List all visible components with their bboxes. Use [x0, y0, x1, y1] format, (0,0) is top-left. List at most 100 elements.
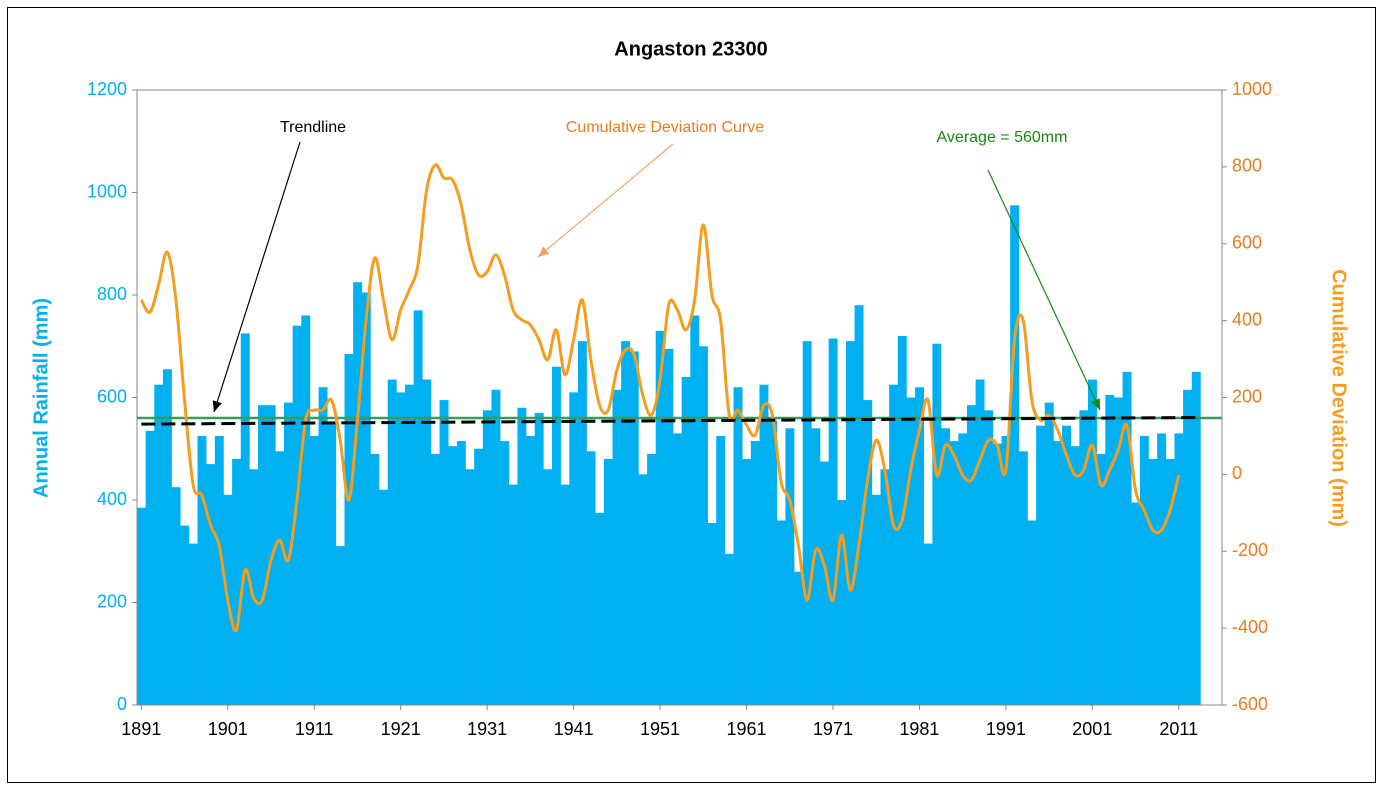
bar [811, 428, 821, 705]
bar [275, 451, 285, 705]
x-tick-label: 2011 [1159, 719, 1198, 739]
bar [871, 494, 881, 705]
bar [603, 459, 613, 705]
y2-tick-label: 400 [1232, 309, 1262, 329]
chart-border [7, 7, 1376, 783]
bar [595, 512, 605, 705]
bar [448, 446, 458, 705]
bar [258, 405, 267, 705]
bar [863, 400, 873, 705]
bar [1001, 435, 1011, 705]
bar [906, 397, 916, 705]
bar [1027, 520, 1037, 705]
bar [180, 525, 190, 705]
bar [673, 433, 682, 705]
bar [1148, 459, 1158, 705]
bar [880, 469, 890, 705]
x-tick-label: 1951 [640, 719, 680, 739]
bar [828, 338, 838, 705]
bar [1062, 425, 1072, 705]
bar [733, 387, 743, 705]
bar [1010, 205, 1020, 705]
bar [508, 484, 518, 705]
y2-tick-label: -400 [1232, 617, 1268, 637]
bar [249, 469, 259, 705]
bar [526, 435, 535, 705]
bar [612, 389, 622, 705]
average-label: Average = 560mm [937, 129, 1068, 146]
bar [1122, 371, 1132, 705]
bar [474, 448, 484, 705]
bar [430, 453, 440, 705]
y2-axis-label: Cumulative Deviation (mm) [1328, 269, 1350, 527]
bar [915, 387, 925, 705]
bar [794, 571, 803, 705]
bar [802, 341, 812, 705]
y2-tick-label: 200 [1232, 386, 1262, 406]
bar [768, 420, 778, 705]
bar [716, 435, 726, 705]
x-tick-label: 1981 [899, 719, 939, 739]
bar [353, 282, 363, 705]
x-tick-label: 1941 [554, 719, 594, 739]
bar [655, 330, 665, 705]
x-tick-label: 1931 [467, 719, 507, 739]
y2-tick-label: -200 [1232, 540, 1268, 560]
x-tick-label: 1911 [295, 719, 334, 739]
y-tick-label: 1200 [87, 79, 127, 99]
bar [966, 405, 976, 705]
x-tick-label: 1971 [813, 719, 853, 739]
bar [845, 341, 855, 705]
bar [1191, 371, 1201, 705]
bar [889, 384, 899, 705]
bar [854, 305, 864, 705]
bar [647, 453, 657, 705]
bar [681, 377, 691, 705]
bar [318, 387, 328, 705]
x-tick-label: 1961 [726, 719, 766, 739]
bar [577, 341, 587, 705]
bar [698, 346, 708, 705]
bar [1165, 459, 1175, 705]
bar [837, 500, 847, 705]
bar [197, 435, 207, 705]
annotation: Trendline [280, 119, 346, 136]
bar [1105, 394, 1115, 705]
bar [560, 484, 570, 705]
bar [1183, 389, 1193, 705]
x-tick-label: 1901 [208, 719, 248, 739]
bar [413, 310, 423, 705]
bar [629, 351, 639, 705]
bar [543, 469, 553, 705]
annotation: Cumulative Deviation Curve [566, 119, 764, 136]
bar [456, 441, 466, 705]
bar [439, 400, 449, 705]
annotation-arrow [537, 143, 674, 258]
bar [361, 292, 371, 705]
bar [638, 474, 648, 705]
bar [1079, 410, 1089, 705]
bar [379, 489, 389, 705]
bar [707, 523, 717, 705]
bar [1139, 435, 1149, 705]
y-tick-label: 0 [117, 694, 127, 714]
bar [309, 435, 319, 705]
bar [975, 379, 985, 705]
bar [405, 384, 414, 705]
bar [1018, 451, 1028, 705]
bar [992, 443, 1002, 705]
trendline [141, 415, 1197, 426]
x-tick-label: 2001 [1072, 719, 1112, 739]
bar [422, 379, 432, 705]
bar [690, 315, 700, 705]
y-tick-label: 800 [97, 284, 127, 304]
bar [586, 451, 596, 705]
bar [214, 435, 224, 705]
bar [724, 553, 734, 705]
bar [1036, 425, 1046, 705]
bar [941, 428, 950, 705]
bar [750, 441, 760, 705]
bar [534, 412, 544, 705]
y-axis-label: Annual Rainfall (mm) [30, 298, 52, 498]
bar [759, 384, 769, 705]
